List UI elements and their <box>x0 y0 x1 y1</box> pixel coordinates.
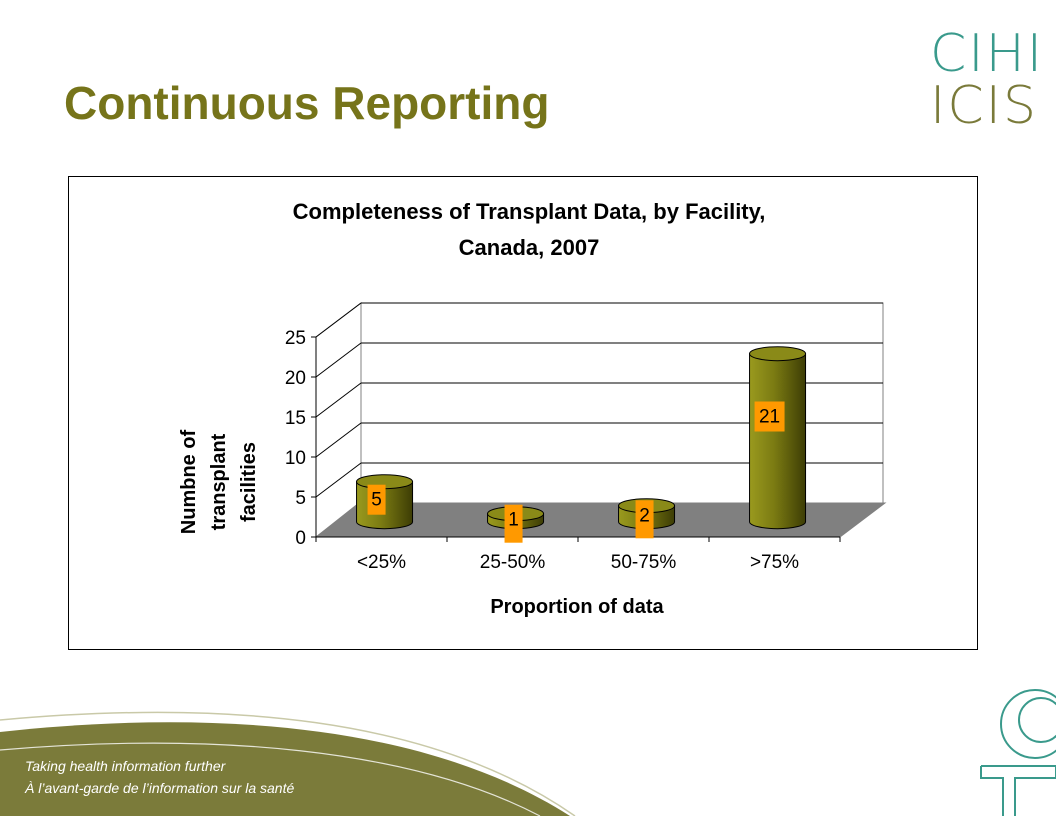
y-tick-label: 0 <box>295 528 306 549</box>
footer-tagline-fr: À l’avant-garde de l’information sur la … <box>25 780 295 796</box>
y-tick-label: 25 <box>285 328 306 349</box>
gridline-side <box>315 462 362 498</box>
data-label: 1 <box>508 510 519 531</box>
footer-tagline-en: Taking health information further <box>25 758 226 774</box>
x-tick-label: 50-75% <box>611 552 677 573</box>
y-axis-label-line2: transplant <box>208 433 230 530</box>
footer-band <box>0 711 576 816</box>
chart-frame: Completeness of Transplant Data, by Faci… <box>68 176 978 650</box>
side-wall <box>315 301 362 539</box>
x-tick-label: 25-50% <box>480 552 546 573</box>
data-label-bg <box>367 484 386 515</box>
y-tick-label: 20 <box>285 368 306 389</box>
data-label: 5 <box>371 490 382 511</box>
data-label-bg <box>635 500 654 539</box>
data-label-bg <box>754 401 785 432</box>
bar-chart: Completeness of Transplant Data, by Faci… <box>178 199 887 618</box>
cihi-logo: CIHI ICIS <box>930 28 1044 132</box>
chart-title-line1: Completeness of Transplant Data, by Faci… <box>293 199 766 224</box>
data-label: 2 <box>639 505 650 526</box>
data-label: 21 <box>759 407 780 428</box>
x-tick-label: <25% <box>357 552 406 573</box>
y-axis-label: Numbne of transplant facilities <box>178 429 260 534</box>
data-label-bg <box>504 504 523 543</box>
gridline-side <box>315 382 362 418</box>
y-axis-label-line3: facilities <box>238 442 260 522</box>
gridline-side <box>315 302 362 338</box>
y-tick-label: 10 <box>285 448 306 469</box>
bar-cylinder <box>749 353 807 530</box>
y-tick-label: 5 <box>295 488 306 509</box>
logo-line1: CIHI <box>930 24 1045 84</box>
x-axis-label: Proportion of data <box>490 596 664 618</box>
gridline-side <box>315 422 362 458</box>
y-axis-label-line1: Numbne of <box>178 429 200 534</box>
plot-area: 0 5 10 15 20 25 <25% 25-50% 50-75% >75% 5 1 2 21 <box>285 301 887 573</box>
chart-title-line2: Canada, 2007 <box>459 235 600 260</box>
x-tick-label: >75% <box>750 552 799 573</box>
cihi-mark-icon <box>980 689 1056 816</box>
slide-title: Continuous Reporting <box>64 77 550 129</box>
gridline-side <box>315 342 362 378</box>
y-tick-label: 15 <box>285 408 306 429</box>
logo-line2: ICIS <box>930 76 1038 136</box>
bar-top <box>749 346 807 362</box>
